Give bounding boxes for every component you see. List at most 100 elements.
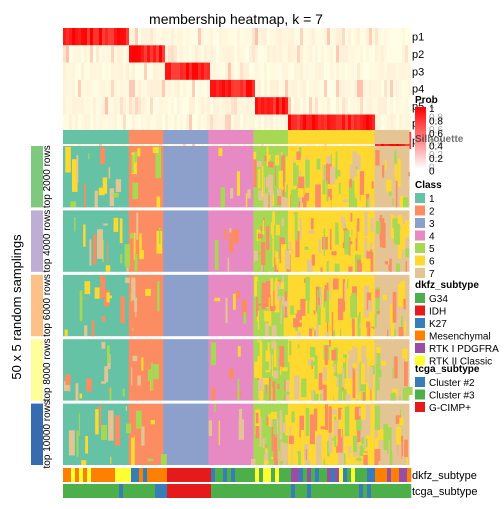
dkfz-subtype-legend-swatch <box>415 293 425 303</box>
sampling-group-label: top 8000 rows <box>42 338 53 401</box>
class-legend-swatch <box>415 255 425 266</box>
sampling-group-1: top 2000 rows <box>31 145 53 208</box>
dkfz-subtype-legend-swatch <box>415 355 425 366</box>
class-legend-item-label: 5 <box>429 244 435 255</box>
dkfz-subtype-legend-item-label: RTK II Classic <box>429 357 492 368</box>
class-legend-item-label: 3 <box>429 219 435 230</box>
heatmap-block-5 <box>63 403 410 465</box>
membership-row-p2 <box>63 45 412 63</box>
sampling-group-5: top 10000 rows <box>31 400 53 468</box>
dkfz-subtype-legend-item-label: K27 <box>429 319 447 330</box>
sampling-heatmap <box>63 146 413 465</box>
sampling-group-label: top 6000 rows <box>42 274 53 337</box>
heatmap-block-3 <box>63 274 410 337</box>
class-bar-segment-3 <box>163 130 209 144</box>
membership-row-label: p4 <box>412 84 424 96</box>
tcga-subtype-track <box>63 484 412 498</box>
tcga-subtype-legend-item-label: Cluster #2 <box>429 378 475 389</box>
class-bar-segment-1 <box>63 130 130 144</box>
dkfz-subtype-track <box>63 468 412 482</box>
prob-legend-title: Prob <box>415 95 438 106</box>
prob-tick-label: 1 <box>429 104 435 115</box>
dkfz-subtype-legend-title: dkfz_subtype <box>415 280 479 291</box>
tcga-subtype-track-label: tcga_subtype <box>412 486 477 498</box>
bottom-annotations: dkfz_subtype tcga_subtype <box>63 468 477 498</box>
prob-tick-label: 0 <box>429 167 435 178</box>
sampling-group-color <box>31 146 43 208</box>
class-bar-segment-6 <box>287 130 375 144</box>
prob-tick-label: 0.2 <box>429 154 443 165</box>
class-legend-swatch <box>415 268 425 278</box>
sampling-group-label: top 4000 rows <box>42 210 53 273</box>
tcga-subtype-legend-swatch <box>415 389 425 400</box>
class-bar-segment-5 <box>253 130 289 144</box>
membership-row-p1 <box>63 28 412 46</box>
membership-row-p5 <box>63 97 412 115</box>
class-legend-swatch <box>415 218 425 228</box>
sampling-group-label: top 2000 rows <box>42 145 53 208</box>
legends: Prob10.80.60.40.20Silhouette10.80.60.40.… <box>415 95 499 414</box>
class-legend-swatch <box>415 205 425 216</box>
heatmap-block-2 <box>63 210 410 272</box>
sampling-group-2: top 4000 rows <box>31 210 53 273</box>
membership-row-p6 <box>63 114 412 132</box>
tcga-subtype-legend: tcga_subtype Cluster #2 Cluster #3G-CIMP+ <box>415 364 480 414</box>
class-legend-item-label: 7 <box>429 269 435 280</box>
dkfz-subtype-legend-item-label: Mesenchymal <box>429 332 491 343</box>
prob-tick-label: 0.4 <box>429 142 443 153</box>
class-legend-item-label: 6 <box>429 257 435 268</box>
silhouette-tick-label: 1 <box>429 100 435 111</box>
membership-row-label: p2 <box>412 49 424 61</box>
tcga-subtype-legend-swatch <box>415 402 425 412</box>
prob-tick-label: 0.8 <box>429 117 443 128</box>
class-legend: Class 1 23 45 67 <box>415 180 442 280</box>
tcga-subtype-legend-item-label: G-CIMP+ <box>429 403 471 414</box>
silhouette-tick-label: 0.6 <box>429 125 443 136</box>
dkfz-subtype-legend-swatch <box>415 343 425 353</box>
membership-row-label: p3 <box>412 66 424 78</box>
class-bar-segment-2 <box>128 130 164 144</box>
membership-row-p4 <box>63 79 412 98</box>
sampling-group-color <box>31 210 43 272</box>
tcga-subtype-legend-item-label: Cluster #3 <box>429 391 475 402</box>
dkfz-subtype-legend-swatch <box>415 305 425 316</box>
silhouette-tick-label: 0.2 <box>429 150 443 161</box>
class-legend-swatch <box>415 243 425 253</box>
dkfz-subtype-legend-swatch <box>415 330 425 341</box>
sampling-group-3: top 6000 rows <box>31 274 53 337</box>
silhouette-legend-title: Silhouette <box>415 134 464 145</box>
silhouette-tick-label: 0.8 <box>429 113 443 124</box>
y-axis-label: 50 x 5 random samplings <box>9 234 24 380</box>
sampling-group-color <box>31 339 43 401</box>
tcga-subtype-legend-swatch <box>415 377 425 387</box>
class-legend-swatch <box>415 193 425 203</box>
dkfz-subtype-track-label: dkfz_subtype <box>412 470 477 482</box>
sampling-group-color <box>31 274 43 337</box>
dkfz-subtype-legend-swatch <box>415 318 425 328</box>
prob-colorbar <box>415 107 426 169</box>
class-legend-item-label: 1 <box>429 194 435 205</box>
sampling-group-color <box>31 403 43 465</box>
dkfz-subtype-legend-item-label: IDH <box>429 307 446 318</box>
heatmap-block-1 <box>63 146 410 208</box>
tcga-subtype-legend-title: tcga_subtype <box>415 364 480 375</box>
silhouette-tick-label: 0.4 <box>429 138 443 149</box>
silhouette-tick-label: 0 <box>429 163 435 174</box>
chart-title: membership heatmap, k = 7 <box>149 11 323 27</box>
class-legend-title: Class <box>415 180 442 191</box>
dkfz-subtype-legend-item-label: RTK I PDGFRA <box>429 344 499 355</box>
sampling-group-label: top 10000 rows <box>42 400 53 468</box>
heatmap-block-4 <box>63 339 413 401</box>
class-legend-item-label: 2 <box>429 207 435 218</box>
class-legend-swatch <box>415 230 425 241</box>
prob-tick-label: 0.6 <box>429 129 443 140</box>
class-bar-segment-4 <box>208 130 254 144</box>
sampling-group-4: top 8000 rows <box>31 338 53 401</box>
membership-row-label: p1 <box>412 32 424 44</box>
